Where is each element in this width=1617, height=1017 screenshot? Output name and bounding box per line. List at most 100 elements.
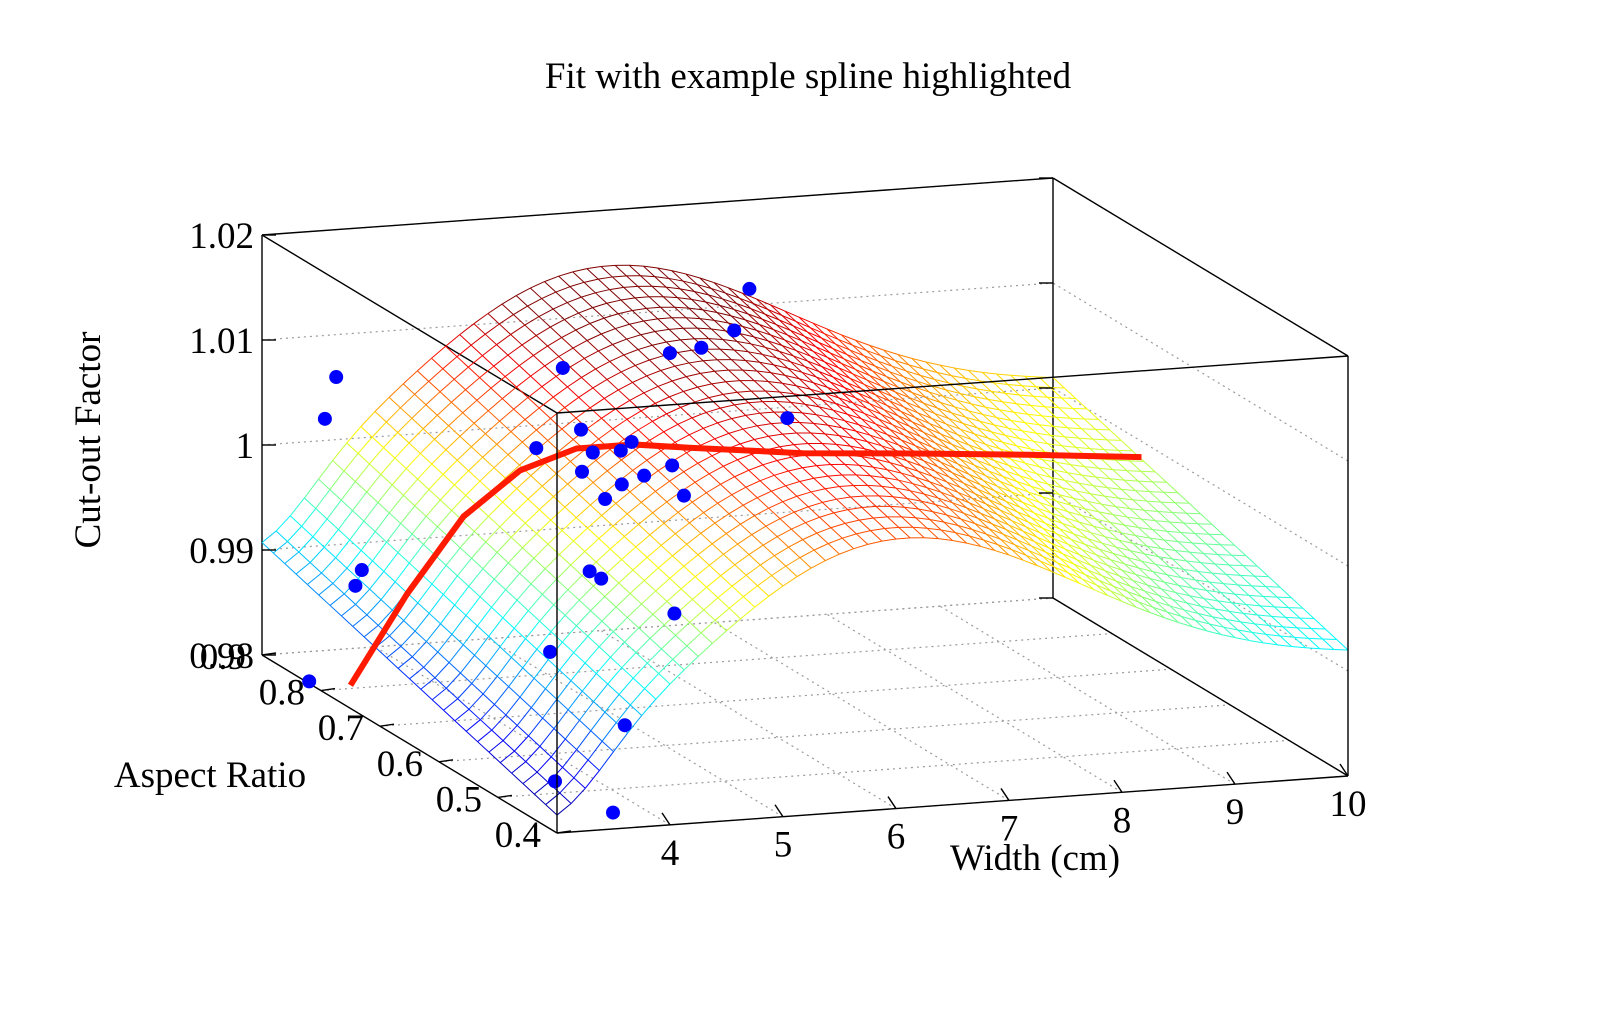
surface-mesh-line [1268, 625, 1283, 628]
surface-mesh-line [620, 371, 633, 383]
surface-mesh-line [595, 368, 608, 380]
surface-mesh-line [417, 357, 432, 372]
surface-mesh-line [394, 457, 407, 469]
surface-mesh-line [1171, 512, 1184, 524]
surface-mesh-line [1025, 526, 1038, 538]
surface-mesh-line [1030, 448, 1045, 453]
surface-mesh-line [759, 474, 775, 482]
surface-mesh-line [658, 673, 671, 685]
surface-mesh-line [1118, 497, 1133, 501]
surface-mesh-line [853, 543, 868, 550]
surface-mesh-line [663, 423, 679, 433]
surface-mesh-line [468, 708, 481, 721]
surface-mesh-line [632, 557, 648, 571]
surface-mesh-line [1011, 520, 1026, 528]
surface-mesh-line [465, 480, 481, 496]
surface-mesh-line [1030, 485, 1043, 498]
surface-mesh-line [360, 550, 373, 562]
surface-mesh-line [1118, 575, 1134, 582]
surface-mesh-line [371, 436, 384, 448]
surface-mesh-line [1053, 566, 1069, 574]
surface-mesh-line [802, 465, 817, 469]
surface-mesh-line [720, 575, 733, 587]
surface-mesh-line [1004, 392, 1017, 405]
surface-mesh-line [830, 416, 843, 429]
surface-mesh-line [436, 414, 449, 427]
surface-mesh-line [884, 477, 899, 481]
surface-mesh-line [787, 367, 803, 373]
surface-mesh-line [1016, 481, 1029, 493]
surface-mesh-line [683, 471, 696, 483]
surface-mesh-line [578, 585, 594, 601]
surface-mesh-line [612, 513, 628, 527]
surface-mesh-line [550, 738, 566, 758]
surface-mesh-line [428, 368, 444, 382]
surface-mesh-line [1197, 570, 1213, 574]
surface-mesh-line [573, 635, 589, 653]
surface-mesh-line [454, 470, 469, 486]
surface-mesh-line [711, 383, 724, 395]
surface-mesh-line [538, 316, 551, 328]
surface-mesh-line [598, 631, 614, 648]
surface-mesh-line [567, 483, 580, 495]
surface-mesh-line [1251, 631, 1264, 644]
surface-mesh-line [751, 453, 764, 466]
surface-mesh-line [835, 403, 848, 415]
surface-mesh-line [1064, 479, 1080, 484]
surface-mesh-line [1039, 560, 1052, 572]
surface-mesh-line [1056, 500, 1071, 506]
surface-mesh-line [1010, 374, 1025, 377]
surface-mesh-line [1141, 596, 1154, 608]
surface-mesh-line [1064, 436, 1077, 448]
surface-mesh-line [1062, 553, 1077, 561]
surface-mesh-line [1147, 584, 1162, 590]
surface-mesh-line [923, 493, 936, 505]
surface-mesh-line [920, 407, 935, 414]
data-point [742, 281, 757, 296]
box-edge [261, 234, 558, 414]
surface-mesh-line [968, 473, 981, 486]
surface-mesh-line [1092, 485, 1108, 489]
surface-mesh-line [1265, 633, 1281, 637]
surface-mesh-line [720, 483, 733, 496]
surface-mesh-line [1033, 440, 1046, 453]
surface-mesh-line [476, 399, 489, 412]
surface-mesh-line [485, 646, 501, 667]
surface-mesh-line [383, 552, 399, 572]
surface-mesh-line [1183, 609, 1199, 615]
surface-mesh-line [1205, 543, 1218, 555]
surface-mesh-line [584, 551, 597, 563]
surface-mesh-line [675, 622, 691, 636]
surface-mesh-line [921, 500, 936, 506]
surface-mesh-line [1135, 490, 1148, 502]
surface-mesh-line [963, 512, 976, 525]
surface-mesh-line [637, 344, 653, 351]
surface-mesh-line [261, 530, 277, 543]
surface-mesh-line [411, 641, 427, 658]
data-point [575, 464, 589, 479]
surface-mesh-line [1132, 580, 1145, 592]
surface-mesh-line [872, 517, 885, 529]
surface-mesh-line [1048, 547, 1063, 555]
surface-mesh-line [883, 409, 899, 417]
surface-mesh-line [1126, 516, 1139, 528]
surface-mesh-line [1092, 438, 1107, 441]
surface-mesh-line [1081, 474, 1096, 478]
surface-mesh-line [502, 501, 515, 513]
surface-mesh-line [895, 419, 910, 427]
surface-mesh-line [601, 722, 617, 742]
surface-mesh-line [1067, 511, 1080, 523]
surface-mesh-line [956, 399, 969, 412]
surface-mesh-line [536, 418, 551, 431]
surface-mesh-line [513, 512, 526, 524]
surface-mesh-line [977, 488, 992, 496]
surface-mesh-line [634, 297, 647, 309]
surface-mesh-line [1008, 464, 1023, 471]
surface-mesh-line [1172, 558, 1185, 570]
surface-mesh-line [448, 425, 461, 437]
surface-mesh-line [329, 489, 342, 501]
surface-mesh-line [555, 473, 568, 485]
surface-mesh-line [934, 378, 949, 384]
surface-mesh-line [843, 358, 856, 370]
surface-mesh-line [423, 544, 436, 556]
